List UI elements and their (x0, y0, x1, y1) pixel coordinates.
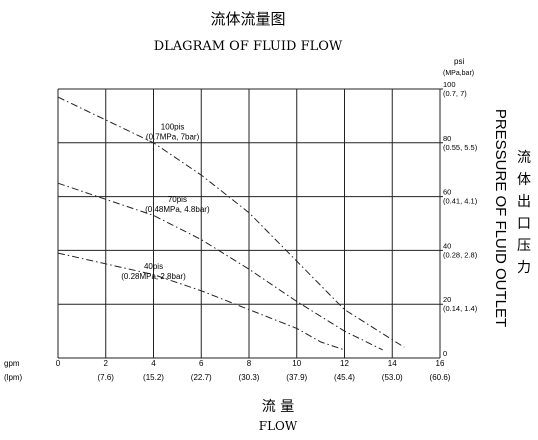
x-tick-label: 12 (340, 359, 349, 368)
right-axis-unit-sub: (MPa,bar) (443, 70, 474, 77)
y-tick-label: 100 (443, 80, 456, 89)
series-label-sub: (0.48MPa, 4.8bar) (145, 205, 210, 214)
plot-labels: 0 2 (7.6) 4 (15.2) 6 (22.7) 8 (30.3) 10 (37.9) 12 (4… (56, 80, 478, 382)
series-line (57, 96, 405, 348)
x-tick-label: 2 (104, 359, 109, 368)
y-label-cn-char: 体 (517, 172, 531, 188)
y-tick-label: 0 (443, 349, 447, 358)
y-label-cn-char: 口 (517, 216, 531, 232)
x-label-en: FLOW (259, 419, 298, 433)
y-tick-label: 40 (443, 241, 451, 250)
series-label: 100pis (161, 122, 185, 131)
series-label-sub: (0.7MPa, 7bar) (146, 132, 200, 141)
x-tick-label: 16 (436, 359, 445, 368)
plot-series (57, 96, 405, 351)
y-tick-sublabel: (0.55, 5.5) (443, 143, 478, 152)
y-label-cn-char: 压 (517, 238, 531, 254)
y-tick-label: 60 (443, 188, 451, 197)
y-tick-label: 20 (443, 295, 451, 304)
right-axis-unit: psi (454, 57, 464, 66)
x-tick-sublabel: (60.6) (430, 373, 451, 382)
y-tick-sublabel: (0.14, 1.4) (443, 304, 478, 313)
y-tick-sublabel: (0.7, 7) (443, 89, 467, 98)
series-line (57, 182, 383, 351)
x-tick-sublabel: (22.7) (191, 373, 212, 382)
x-tick-label: 14 (388, 359, 397, 368)
x-tick-sublabel: (45.4) (334, 373, 355, 382)
series-label-sub: (0.28MPa, 2.8bar) (121, 272, 186, 281)
x-tick-sublabel: (37.9) (286, 373, 307, 382)
y-label-cn-char: 力 (517, 260, 531, 276)
x-tick-sublabel: (53.0) (382, 373, 403, 382)
x-tick-label: 6 (199, 359, 204, 368)
x-tick-label: 10 (292, 359, 301, 368)
y-label-cn-char: 流 (517, 150, 531, 166)
y-tick-sublabel: (0.41, 4.1) (443, 197, 478, 206)
x-tick-sublabel: (30.3) (239, 373, 260, 382)
y-tick-sublabel: (0.28, 2.8) (443, 250, 478, 259)
x-tick-sublabel: (7.6) (98, 373, 115, 382)
x-tick-label: 0 (56, 359, 61, 368)
y-label-en: PRESSURE OF FLUID OUTLET (492, 109, 509, 327)
series-label: 70pis (168, 195, 187, 204)
x-label-cn: 流 量 (262, 399, 294, 415)
chart-title-en: DLAGRAM OF FLUID FLOW (154, 39, 343, 54)
chart-title-cn: 流体流量图 (210, 10, 285, 28)
y-tick-label: 80 (443, 134, 451, 143)
x-unit-lpm: (lpm) (4, 373, 23, 382)
series-label: 40pis (144, 262, 163, 271)
x-unit-gpm: gpm (4, 359, 20, 368)
x-tick-sublabel: (15.2) (143, 373, 164, 382)
plot-grid (57, 88, 443, 359)
y-label-cn-char: 出 (517, 194, 531, 210)
x-tick-label: 4 (151, 359, 156, 368)
x-tick-label: 8 (247, 359, 252, 368)
series-line (57, 252, 345, 351)
